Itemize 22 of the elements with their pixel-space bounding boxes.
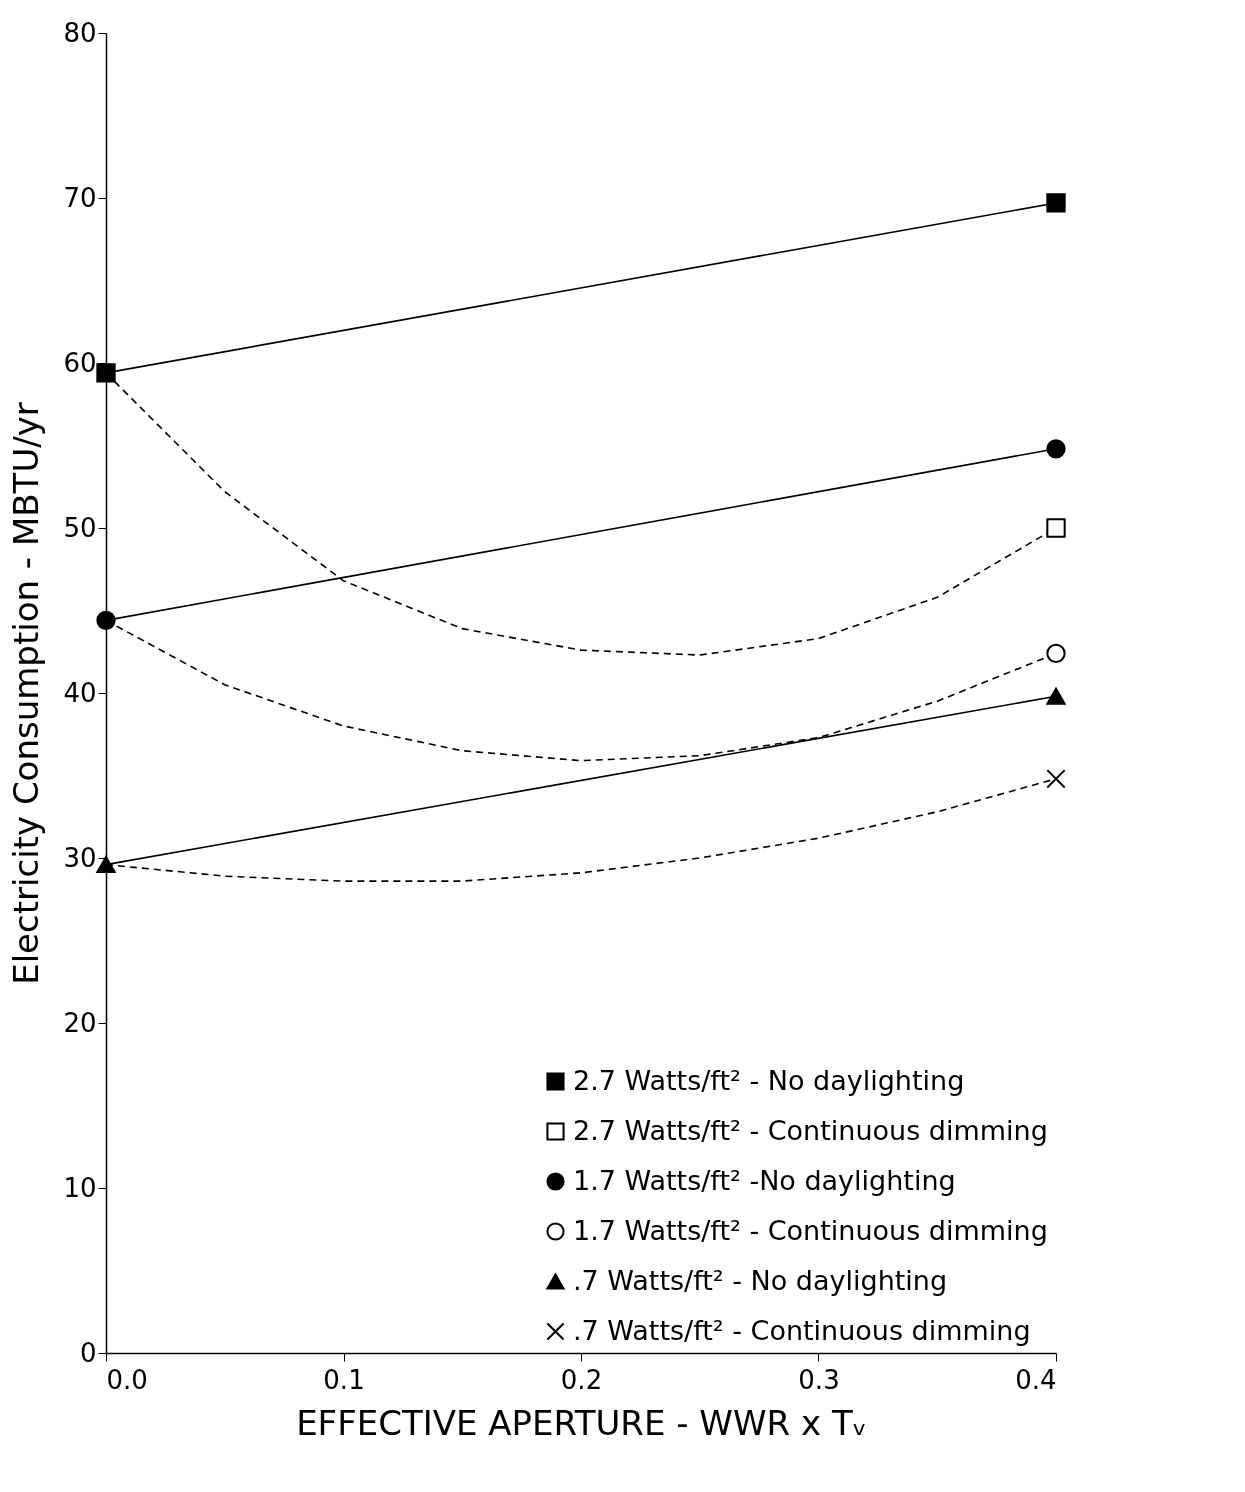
legend-label: .7 Watts/ft² - Continuous dimming: [573, 1314, 1031, 1346]
y-tick-label: 70: [63, 182, 97, 213]
y-axis-title: Electricity Consumption - MBTU/yr: [6, 402, 47, 985]
legend-label: 2.7 Watts/ft² - No daylighting: [573, 1064, 965, 1096]
legend-label: 1.7 Watts/ft² -No daylighting: [573, 1164, 956, 1196]
legend-label: .7 Watts/ft² - No daylighting: [573, 1264, 948, 1296]
legend-label: 2.7 Watts/ft² - Continuous dimming: [573, 1114, 1048, 1146]
x-tick-label: 0.0: [106, 1364, 148, 1395]
y-tick-label: 0: [79, 1337, 97, 1368]
x-tick-label: 0.4: [1015, 1364, 1057, 1395]
x-tick-label: 0.1: [323, 1364, 365, 1395]
y-tick-label: 40: [63, 677, 97, 708]
y-tick-label: 50: [63, 512, 97, 543]
y-tick-label: 30: [63, 842, 97, 873]
y-tick-label: 60: [63, 347, 97, 378]
y-tick-label: 10: [63, 1172, 97, 1203]
x-axis-title: EFFECTIVE APERTURE - WWR x Tᵥ: [296, 1402, 867, 1443]
x-tick-label: 0.2: [560, 1364, 603, 1395]
y-tick-label: 80: [63, 17, 97, 48]
x-tick-label: 0.3: [798, 1364, 840, 1395]
y-tick-label: 20: [63, 1007, 97, 1038]
legend-label: 1.7 Watts/ft² - Continuous dimming: [573, 1214, 1048, 1246]
